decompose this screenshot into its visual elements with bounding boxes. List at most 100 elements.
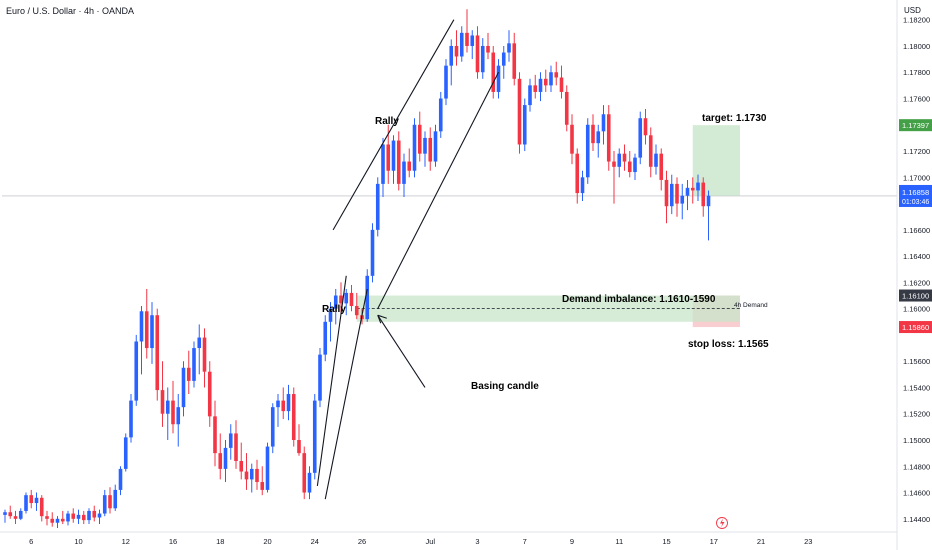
candle [270,403,275,454]
candle-body [675,183,679,204]
candle [654,144,658,175]
candle [543,69,548,92]
candle-body [612,161,616,167]
candle-body [150,315,154,349]
candle [486,32,490,60]
candle [365,269,370,322]
candle-body [102,495,107,514]
candle-body [496,65,501,92]
candle [55,516,60,528]
candle [239,442,244,480]
candle [633,153,637,180]
candle [438,91,443,138]
x-tick-label: 20 [263,537,271,546]
candle [696,174,700,201]
candle [465,9,469,53]
y-tick-label: 1.15200 [903,410,930,419]
candle-body [596,131,601,144]
candle [680,183,685,220]
candle [255,459,259,490]
candle [344,288,349,316]
candle-body [459,32,464,57]
candle [423,131,427,167]
candle [517,72,522,154]
candle-body [549,72,553,86]
rally-lower-label: Rally [322,304,346,315]
candle [701,177,706,217]
candle-body [260,482,265,490]
candle-body [365,275,370,320]
candle [197,324,202,375]
candle-body [664,179,669,207]
candle [349,285,354,312]
candle-body [344,292,349,304]
candle [50,512,55,527]
candle [102,489,107,517]
candle-body [627,161,632,173]
candle [507,30,511,62]
y-tick-label: 1.18000 [903,42,930,51]
candle-body [213,416,217,454]
stop-price-tag: 1.15860 [899,321,932,334]
candle-body [323,321,328,355]
candle [276,394,280,427]
candle-body [680,195,685,204]
candle [34,492,39,511]
candle [113,484,118,511]
candle-body [197,337,202,349]
candle-body [512,43,517,79]
candle-body [55,518,60,523]
symbol-title[interactable]: Euro / U.S. Dollar · 4h · OANDA [6,6,135,16]
candle-body [402,161,406,184]
candle-body [328,308,333,322]
candle [281,387,286,419]
y-tick-label: 1.17200 [903,147,930,156]
stop-loss-label: stop loss: 1.1565 [688,339,769,350]
candle [454,30,459,66]
x-tick-label: 26 [358,537,366,546]
candle [549,65,553,92]
target-label: target: 1.1730 [702,113,767,124]
candle-body [354,306,359,316]
x-tick-label: 23 [804,537,812,546]
candle [606,105,611,171]
candle-body [171,400,175,425]
trend-line [324,288,368,500]
candle [564,85,569,132]
y-tick-label: 1.16200 [903,278,930,287]
trend-line [377,71,499,309]
candle-body [218,453,223,469]
candle-body [417,124,422,154]
candle [186,350,191,395]
candle-body [444,65,448,99]
candle-body [45,516,49,519]
candle-body [690,187,695,191]
candle [213,400,217,467]
target-price-tag-bg [899,119,932,132]
candle [76,509,81,525]
basing-candle-label: Basing candle [471,381,539,392]
candle [402,153,406,198]
candle [433,124,438,167]
candle [286,384,291,421]
candle-body [465,32,469,46]
trend-lines-layer [316,19,499,500]
candle [601,105,606,145]
candle [528,78,532,112]
candle [265,442,270,493]
candle-body [134,341,139,401]
candle [554,61,559,86]
candle-body [8,512,13,517]
candle [160,361,165,427]
candle [176,394,181,447]
candle-body [501,52,506,66]
candle-body [186,367,191,381]
stop-price-tag-bg [899,321,932,334]
y-tick-label: 1.14800 [903,462,930,471]
candle [297,424,301,456]
candle-body [685,187,690,196]
candle-body [291,394,296,440]
x-tick-label: 3 [475,537,479,546]
candle-body [696,182,700,191]
